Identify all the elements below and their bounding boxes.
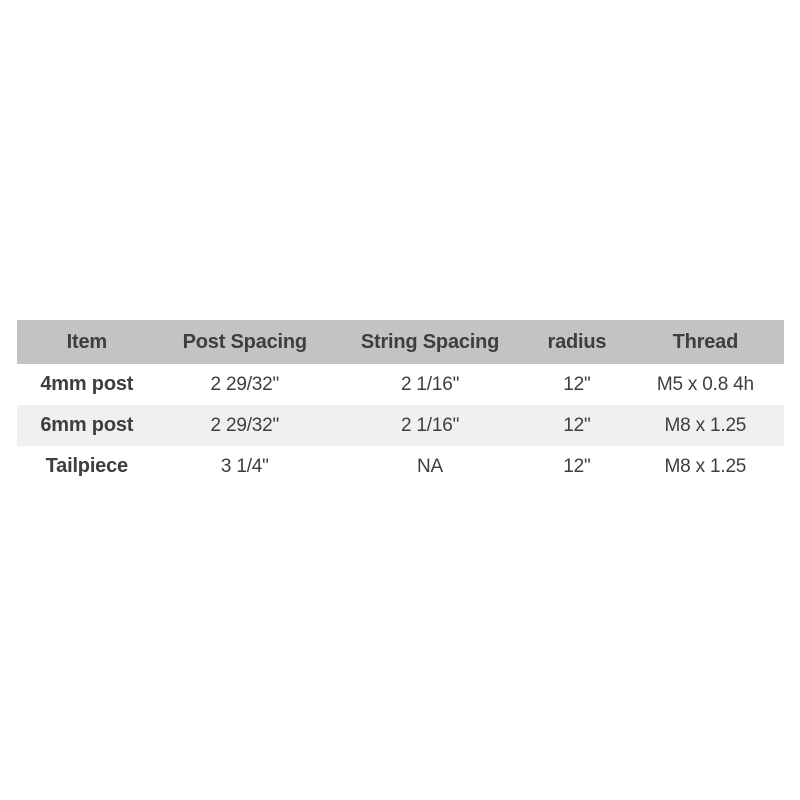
- column-header-thread: Thread: [626, 320, 784, 364]
- table-row: Tailpiece 3 1/4" NA 12" M8 x 1.25: [17, 446, 784, 487]
- column-header-post_spacing: Post Spacing: [156, 320, 333, 364]
- cell-radius: 12": [563, 414, 591, 436]
- cell-post_spacing: 3 1/4": [220, 455, 269, 477]
- cell-string_spacing: 2 1/16": [400, 414, 460, 436]
- cell-radius: 12": [563, 455, 591, 477]
- table-row: 4mm post 2 29/32" 2 1/16" 12" M5 x 0.8 4h: [17, 364, 784, 405]
- cell-item: 4mm post: [40, 373, 134, 395]
- cell-radius: 12": [563, 373, 591, 395]
- table-row: 6mm post 2 29/32" 2 1/16" 12" M8 x 1.25: [17, 405, 784, 446]
- cell-item: Tailpiece: [45, 455, 129, 477]
- cell-thread: M8 x 1.25: [664, 414, 747, 436]
- cell-item: 6mm post: [40, 414, 134, 436]
- table-header: Item Post Spacing String Spacing radius Thre…: [17, 320, 784, 364]
- cell-thread: M5 x 0.8 4h: [656, 373, 754, 395]
- cell-post_spacing: 2 29/32": [210, 414, 280, 436]
- spec-table-container: Item Post Spacing String Spacing radius Thre…: [17, 320, 784, 487]
- cell-post_spacing: 2 29/32": [210, 373, 280, 395]
- column-header-item: Item: [17, 320, 157, 364]
- cell-string_spacing: NA: [417, 455, 444, 477]
- spec-table: Item Post Spacing String Spacing radius Thre…: [17, 320, 784, 487]
- cell-thread: M8 x 1.25: [664, 455, 747, 477]
- table-body: 4mm post 2 29/32" 2 1/16" 12" M5 x 0.8 4h 6mm…: [17, 364, 784, 487]
- cell-string_spacing: 2 1/16": [400, 373, 460, 395]
- column-header-string_spacing: String Spacing: [333, 320, 528, 364]
- column-header-radius: radius: [527, 320, 627, 364]
- header-row: Item Post Spacing String Spacing radius Thre…: [17, 320, 784, 364]
